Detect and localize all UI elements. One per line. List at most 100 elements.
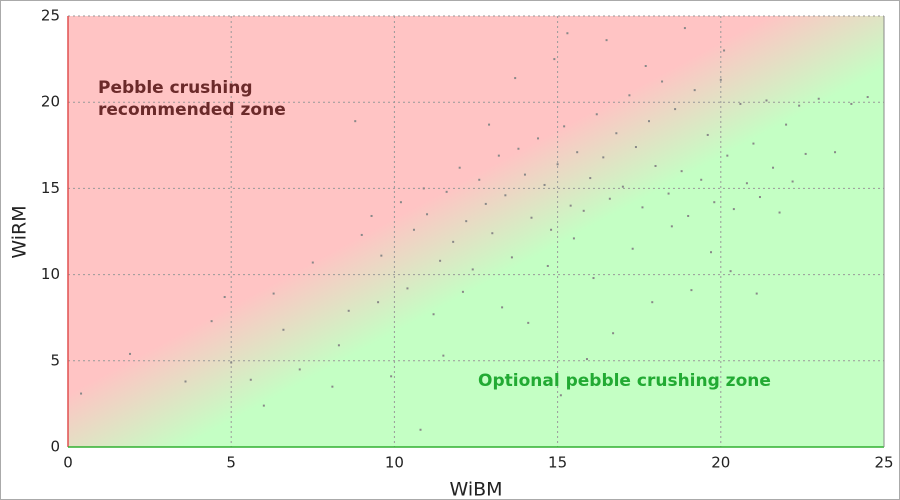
point bbox=[439, 259, 442, 262]
point bbox=[399, 201, 402, 204]
point bbox=[337, 344, 340, 347]
point bbox=[713, 201, 716, 204]
point bbox=[641, 206, 644, 209]
point bbox=[537, 137, 540, 140]
point bbox=[690, 289, 693, 292]
point bbox=[719, 78, 722, 81]
point bbox=[755, 292, 758, 295]
point bbox=[471, 268, 474, 271]
point bbox=[488, 123, 491, 126]
point bbox=[360, 233, 363, 236]
point bbox=[390, 375, 393, 378]
point bbox=[654, 164, 657, 167]
point bbox=[282, 328, 285, 331]
y-axis-title: WiRM bbox=[9, 205, 31, 258]
point bbox=[706, 133, 709, 136]
point bbox=[644, 64, 647, 67]
point bbox=[223, 296, 226, 299]
point bbox=[595, 113, 598, 116]
point bbox=[674, 108, 677, 111]
annotation: Pebble crushing bbox=[98, 78, 253, 98]
point bbox=[569, 204, 572, 207]
point bbox=[559, 394, 562, 397]
point bbox=[758, 196, 761, 199]
point bbox=[550, 228, 553, 231]
point bbox=[517, 147, 520, 150]
point bbox=[465, 220, 468, 223]
point bbox=[523, 173, 526, 176]
point bbox=[419, 428, 422, 431]
point bbox=[589, 177, 592, 180]
point bbox=[422, 187, 425, 190]
point bbox=[354, 120, 357, 123]
y-tick-label: 25 bbox=[41, 7, 60, 25]
point bbox=[514, 77, 517, 80]
point bbox=[631, 247, 634, 250]
point bbox=[426, 213, 429, 216]
point bbox=[798, 104, 801, 107]
point bbox=[501, 306, 504, 309]
point bbox=[184, 380, 187, 383]
point bbox=[739, 102, 742, 105]
point bbox=[412, 228, 415, 231]
labels: 0 5 10 15 20 25 0 5 10 15 20 25 Pebble crushingrecom… bbox=[41, 7, 894, 472]
point bbox=[210, 320, 213, 323]
point bbox=[582, 209, 585, 212]
point bbox=[850, 102, 853, 105]
point bbox=[331, 385, 334, 388]
point bbox=[866, 96, 869, 99]
point bbox=[262, 404, 265, 407]
point bbox=[442, 354, 445, 357]
point bbox=[602, 156, 605, 159]
point bbox=[377, 301, 380, 304]
point bbox=[670, 225, 673, 228]
point bbox=[249, 378, 252, 381]
point bbox=[572, 237, 575, 240]
point bbox=[791, 180, 794, 183]
point bbox=[608, 197, 611, 200]
x-tick-label: 5 bbox=[226, 454, 236, 472]
point bbox=[817, 97, 820, 100]
point bbox=[458, 166, 461, 169]
point bbox=[647, 120, 650, 123]
point bbox=[370, 214, 373, 217]
point bbox=[543, 183, 546, 186]
point bbox=[546, 264, 549, 267]
point bbox=[834, 151, 837, 154]
zone-background bbox=[68, 16, 884, 447]
point bbox=[563, 125, 566, 128]
point bbox=[732, 208, 735, 211]
point bbox=[553, 58, 556, 61]
point bbox=[129, 352, 132, 355]
point bbox=[484, 202, 487, 205]
point bbox=[605, 39, 608, 42]
annotation: recommended zone bbox=[98, 100, 286, 120]
point bbox=[729, 270, 732, 273]
y-tick-label: 20 bbox=[41, 93, 60, 111]
point bbox=[700, 178, 703, 181]
point bbox=[680, 170, 683, 173]
point bbox=[785, 123, 788, 126]
point bbox=[693, 89, 696, 92]
point bbox=[576, 151, 579, 154]
x-tick-label: 25 bbox=[874, 454, 893, 472]
point bbox=[628, 94, 631, 97]
point bbox=[778, 211, 781, 214]
point bbox=[661, 80, 664, 83]
point bbox=[745, 182, 748, 185]
point bbox=[585, 358, 588, 361]
x-tick-label: 0 bbox=[63, 454, 73, 472]
point bbox=[723, 49, 726, 52]
point bbox=[726, 154, 729, 157]
point bbox=[298, 368, 301, 371]
point bbox=[667, 192, 670, 195]
point bbox=[406, 287, 409, 290]
point bbox=[504, 194, 507, 197]
point bbox=[452, 240, 455, 243]
y-tick-label: 10 bbox=[41, 265, 60, 283]
point bbox=[615, 132, 618, 135]
point bbox=[527, 321, 530, 324]
point bbox=[687, 214, 690, 217]
point bbox=[510, 256, 513, 259]
